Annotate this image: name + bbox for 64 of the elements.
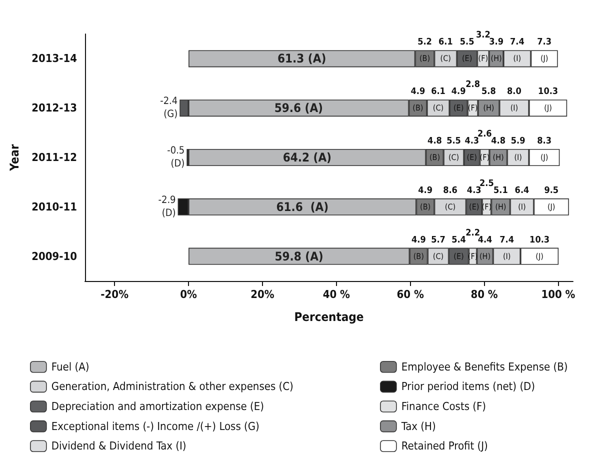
x-tick-label: 60 % [396, 288, 424, 301]
data-label: 10.3 (J) [530, 235, 550, 261]
data-label: 8.6 (C) [443, 186, 458, 212]
legend-label: Dividend & Dividend Tax (I) [51, 440, 186, 453]
data-label: -2.9 (D) [158, 194, 176, 219]
x-tick-label: 20% [250, 288, 274, 301]
data-label: -2.4 (G) [160, 96, 178, 120]
legend-label: Employee & Benefits Expense (B) [401, 360, 568, 374]
data-label: 4.8 (H) [491, 136, 506, 162]
data-label: 7.3 (J) [537, 38, 552, 64]
data-label: 5.5 (C) [446, 136, 462, 162]
y-tick-label: 2009-10 [32, 250, 78, 263]
legend-label: Retained Profit (J) [401, 440, 488, 453]
data-label: 4.9 (B) [411, 235, 426, 261]
data-label: 59.6 (A) [274, 101, 324, 116]
data-label: 5.4 (E) [452, 235, 466, 261]
legend-label: Generation, Administration & other expenses (C) [51, 380, 294, 394]
data-label: 4.4 (H) [478, 235, 493, 261]
data-label: 8.0 (I) [507, 87, 522, 113]
y-tick-label: 2010-11 [32, 200, 78, 214]
data-label: 9.5 (J) [544, 186, 559, 212]
data-label: 64.2 (A) [282, 150, 332, 164]
legend-label: Fuel (A) [51, 360, 90, 374]
data-label: 6.1 (C) [438, 38, 454, 64]
data-label: 10.3 (J) [538, 87, 558, 113]
x-tick-label: -20% [100, 288, 129, 301]
text: 3.2 (F) [476, 30, 490, 64]
data-label: 61.6 (A) [276, 200, 329, 214]
x-tick-label: 100 % [541, 288, 576, 301]
y-tick-label: 2012-13 [32, 102, 78, 115]
data-label: 4.9 (E) [451, 87, 466, 113]
legend-label: Prior period items (net) (D) [401, 380, 536, 394]
x-tick-label: 80 % [470, 288, 498, 301]
data-label: 3.9 (H) [489, 38, 504, 64]
legend-label: Depreciation and amortization expense (E) [51, 400, 264, 413]
data-label: 4.3 (E) [464, 136, 480, 162]
data-label: 5.1 (H) [494, 186, 508, 212]
y-tick-label: 2013-14 [32, 52, 78, 66]
data-label: 4.9 (B) [410, 87, 426, 113]
legend-label: Tax (H) [400, 420, 436, 433]
data-label: 4.9 (B) [418, 186, 433, 212]
data-label: 59.8 (A) [274, 249, 324, 264]
legend-label: Finance Costs (F) [401, 400, 486, 413]
data-label: 7.4 (I) [510, 38, 525, 64]
data-label: 5.9 (I) [510, 136, 526, 162]
legend-label: Exceptional items (-) Income /(+) Loss (G) [51, 420, 260, 433]
data-label: -0.5 (D) [167, 146, 185, 170]
x-axis-title: Percentage [294, 310, 364, 324]
data-label: 6.1 (C) [431, 87, 446, 113]
data-label: 5.7 (C) [431, 235, 446, 261]
data-label: 6.4 (I) [514, 186, 530, 212]
y-tick-label: 2011-12 [32, 151, 78, 164]
x-tick-label: 0% [180, 288, 197, 301]
data-label: 8.3 (J) [537, 136, 552, 162]
data-label: 5.8 (H) [482, 87, 496, 113]
data-label: 7.4 (I) [500, 235, 514, 261]
x-tick-label: 40 % [322, 288, 350, 301]
data-label: 4.8 (B) [428, 136, 442, 162]
data-label: 4.3 (E) [466, 186, 482, 212]
y-axis-title: Year [8, 144, 22, 172]
data-label: 5.5 (E) [460, 38, 475, 64]
data-label: 61.3 (A) [278, 52, 326, 66]
text: 2.8 (F) [466, 80, 480, 113]
data-label: 5.2 (B) [418, 38, 432, 64]
